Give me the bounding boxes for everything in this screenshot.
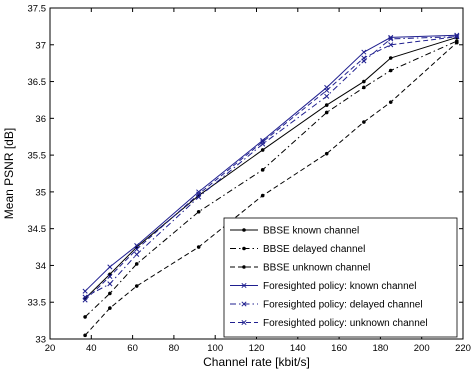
- legend-item: BBSE unknown channel: [230, 263, 370, 274]
- legend-item: BBSE known channel: [230, 226, 359, 237]
- data-point: [362, 85, 366, 90]
- data-point: [361, 55, 367, 61]
- data-point: [196, 191, 202, 197]
- data-point: [134, 246, 140, 252]
- data-point: [107, 281, 113, 287]
- data-point: [454, 34, 460, 40]
- x-tick-label: 40: [86, 343, 97, 354]
- x-tick-label: 220: [455, 343, 471, 354]
- legend-label: BBSE known channel: [263, 226, 359, 237]
- data-point: [83, 333, 87, 338]
- data-point: [324, 103, 329, 107]
- y-tick-label: 37: [35, 40, 46, 51]
- y-tick-label: 37.5: [28, 4, 47, 15]
- data-point: [388, 34, 394, 40]
- data-point: [241, 301, 247, 307]
- y-axis-label: Mean PSNR [dB]: [2, 128, 16, 219]
- legend-label: Foresighted policy: delayed channel: [263, 300, 423, 311]
- data-point: [388, 42, 394, 48]
- data-point: [388, 68, 393, 73]
- data-point: [362, 79, 366, 84]
- x-tick-label: 140: [290, 343, 306, 354]
- x-tick-label: 200: [414, 343, 430, 354]
- data-point: [107, 264, 113, 270]
- data-point: [82, 297, 88, 303]
- series-3: [83, 40, 459, 338]
- data-point: [108, 291, 112, 296]
- x-axis-label: Channel rate [kbit/s]: [203, 355, 310, 369]
- data-point: [260, 168, 265, 172]
- series-6: [82, 34, 460, 303]
- legend-box: [223, 217, 458, 338]
- y-tick-label: 36: [35, 114, 46, 125]
- data-point: [455, 40, 459, 45]
- data-point: [260, 148, 265, 152]
- data-point: [260, 139, 266, 145]
- data-point: [241, 282, 247, 289]
- data-point: [196, 209, 201, 214]
- legend-item: BBSE delayed channel: [230, 244, 365, 255]
- data-point: [134, 251, 140, 257]
- y-tick-label: 34.5: [28, 224, 47, 235]
- data-point: [242, 265, 246, 269]
- data-point: [388, 36, 394, 42]
- legend-item: Foresighted policy: known channel: [230, 281, 416, 292]
- data-point: [241, 319, 247, 326]
- x-tick-label: 120: [249, 343, 265, 354]
- data-point: [324, 87, 330, 93]
- data-point: [324, 151, 329, 156]
- data-point: [134, 262, 139, 266]
- x-tick-label: 20: [45, 343, 56, 354]
- y-tick-label: 35.5: [28, 151, 47, 162]
- x-tick-label: 180: [372, 343, 388, 354]
- data-point: [388, 100, 393, 104]
- x-tick-label: 100: [207, 343, 223, 354]
- data-point: [107, 273, 113, 280]
- data-point: [324, 110, 329, 115]
- legend-item: Foresighted policy: delayed channel: [230, 300, 423, 311]
- legend-label: Foresighted policy: known channel: [263, 281, 416, 292]
- data-point: [83, 315, 87, 319]
- legend-item: Foresighted policy: unknown channel: [230, 318, 428, 329]
- data-point: [242, 246, 246, 251]
- data-point: [196, 245, 201, 249]
- data-point: [82, 288, 88, 294]
- legend-label: BBSE unknown channel: [263, 263, 370, 274]
- series-layer: [82, 32, 460, 338]
- data-point: [362, 120, 366, 124]
- y-tick-label: 36.5: [28, 77, 47, 88]
- x-tick-label: 160: [331, 343, 347, 354]
- legend-label: BBSE delayed channel: [263, 244, 365, 255]
- data-point: [388, 56, 393, 60]
- legend-label: Foresighted policy: unknown channel: [263, 318, 428, 329]
- data-point: [108, 306, 112, 310]
- series-4: [82, 32, 460, 294]
- data-point: [134, 284, 139, 288]
- data-point: [242, 228, 246, 232]
- y-tick-label: 33.5: [28, 298, 47, 309]
- y-tick-label: 34: [35, 261, 46, 272]
- data-point: [361, 49, 367, 55]
- data-point: [134, 243, 140, 249]
- x-tick-label: 60: [127, 343, 138, 354]
- y-tick-label: 33: [35, 335, 46, 346]
- x-tick-label: 80: [169, 343, 180, 354]
- data-point: [260, 137, 266, 143]
- data-point: [260, 193, 265, 198]
- legend: BBSE known channel BBSE delayed channel BB…: [223, 217, 458, 338]
- y-tick-label: 35: [35, 187, 46, 198]
- data-point: [324, 93, 330, 99]
- axis-ticks: 20 40 60 80 100 120 140 160 180 200 220 33 33.5 34 34.…: [28, 4, 471, 355]
